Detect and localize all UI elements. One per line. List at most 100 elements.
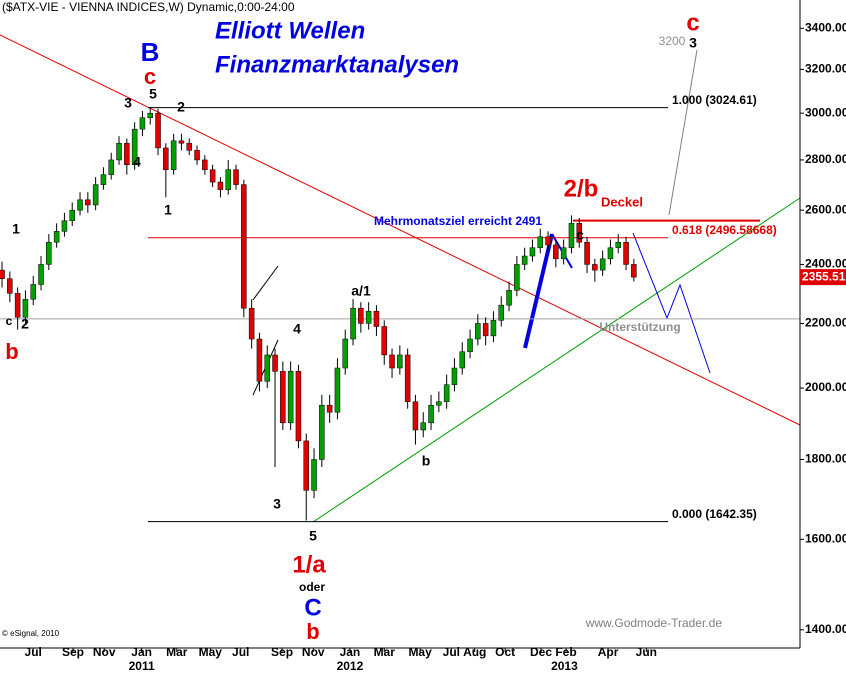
x-tick-label: Sep bbox=[271, 645, 293, 659]
copyright: © eSignal, 2010 bbox=[2, 629, 60, 638]
wave-label: 1 bbox=[164, 202, 172, 218]
candle-body bbox=[194, 150, 200, 161]
candle-body bbox=[209, 169, 216, 183]
x-tick-label: May bbox=[408, 645, 432, 659]
wave-label: 2 bbox=[21, 316, 29, 332]
candle-body bbox=[0, 269, 5, 279]
candle-body bbox=[170, 140, 177, 170]
wave-line bbox=[523, 233, 554, 349]
wave-label: 3 bbox=[273, 496, 281, 512]
candle-body bbox=[217, 181, 224, 190]
candle-body bbox=[490, 320, 497, 337]
x-tick-label: Jun bbox=[636, 645, 657, 659]
candle-body bbox=[342, 338, 348, 369]
candle-body bbox=[334, 367, 341, 413]
x-tick-label: Mar bbox=[374, 645, 396, 659]
candle-body bbox=[420, 422, 426, 431]
candle-body bbox=[124, 142, 130, 166]
candle-body bbox=[256, 338, 263, 382]
candle-body bbox=[280, 371, 286, 424]
y-tick-label: 2000.00 bbox=[805, 380, 846, 394]
candle-body bbox=[326, 404, 333, 413]
candle-body bbox=[506, 290, 512, 306]
chart-title: ($ATX-VIE - VIENNA INDICES,W) Dynamic,0:… bbox=[2, 0, 295, 14]
candle-body bbox=[264, 354, 270, 382]
wave-label: c bbox=[686, 9, 699, 36]
wave-label: b bbox=[422, 453, 431, 469]
candle-body bbox=[186, 142, 192, 151]
candle-body bbox=[537, 236, 543, 248]
candle-body bbox=[607, 247, 614, 260]
level-label: 0.000 (1642.35) bbox=[672, 507, 757, 521]
wave-label: a/1 bbox=[351, 283, 371, 299]
x-tick-label: Jan bbox=[340, 645, 361, 659]
wave-label: c bbox=[576, 227, 584, 243]
candle-body bbox=[139, 117, 146, 130]
year-label: 2012 bbox=[337, 659, 364, 673]
candle-body bbox=[459, 351, 465, 369]
candle-body bbox=[436, 401, 442, 406]
wave-label: 1/a bbox=[292, 551, 326, 578]
subtitle: Finanzmarktanalysen bbox=[215, 51, 459, 78]
y-tick-label: 3000.00 bbox=[805, 105, 846, 119]
annotation: Mehrmonatsziel erreicht 2491 bbox=[374, 214, 542, 228]
last-value-box bbox=[800, 269, 846, 286]
candle-body bbox=[381, 326, 387, 356]
candle-body bbox=[311, 459, 317, 491]
wave-label: 5 bbox=[309, 528, 317, 544]
x-tick-label: Jan bbox=[131, 645, 152, 659]
candle-body bbox=[163, 147, 169, 170]
candle-body bbox=[14, 293, 21, 318]
x-tick-label: Jul bbox=[25, 645, 42, 659]
candle-body bbox=[77, 199, 83, 211]
candle-body bbox=[287, 371, 294, 424]
candle-body bbox=[155, 112, 161, 149]
y-tick-label: 3200.00 bbox=[805, 62, 846, 76]
annotation: Unterstützung bbox=[599, 320, 680, 334]
candle-body bbox=[30, 284, 36, 300]
x-tick-label: Aug bbox=[463, 645, 486, 659]
candle-body bbox=[514, 264, 520, 291]
candle-body bbox=[529, 247, 536, 257]
wave-label: b bbox=[5, 339, 18, 364]
candle-body bbox=[584, 241, 590, 265]
candle-body bbox=[365, 310, 372, 324]
candle-body bbox=[599, 258, 606, 271]
candle-body bbox=[553, 244, 559, 260]
source: www.Godmode-Trader.de bbox=[585, 616, 723, 630]
candle-body bbox=[482, 323, 489, 337]
candle-body bbox=[389, 354, 395, 369]
last-value-label: 2355.51 bbox=[802, 269, 846, 283]
year-label: 2013 bbox=[551, 659, 578, 673]
y-tick-label: 1400.00 bbox=[805, 622, 846, 636]
candle-body bbox=[69, 209, 75, 221]
wave-label: 4 bbox=[293, 321, 301, 337]
wave-label: 2 bbox=[177, 99, 185, 115]
candle-body bbox=[521, 255, 528, 265]
x-tick-label: Nov bbox=[302, 645, 325, 659]
x-tick-label: Sep bbox=[62, 645, 84, 659]
wave-label: B bbox=[141, 37, 160, 67]
wave-label: Deckel bbox=[601, 194, 643, 209]
y-tick-label: 2600.00 bbox=[805, 202, 846, 216]
candle-body bbox=[475, 323, 481, 340]
y-tick-label: 2200.00 bbox=[805, 316, 846, 330]
candle-body bbox=[241, 184, 247, 309]
candle-body bbox=[467, 338, 473, 352]
wave-label: 3 bbox=[124, 95, 132, 111]
candle-body bbox=[358, 307, 364, 324]
annotation: 3200 bbox=[659, 34, 686, 48]
wave-label: oder bbox=[299, 580, 325, 594]
trend-line bbox=[312, 197, 801, 523]
y-tick-label: 1800.00 bbox=[805, 452, 846, 466]
projection-line bbox=[632, 232, 711, 374]
candle-body bbox=[498, 304, 504, 321]
wave-label: 3 bbox=[689, 35, 697, 51]
candle-body bbox=[443, 384, 450, 402]
candle-body bbox=[46, 241, 52, 265]
x-tick-label: Oct bbox=[495, 645, 515, 659]
candle-body bbox=[451, 367, 458, 385]
candle-body bbox=[350, 307, 356, 340]
wave-label: C bbox=[304, 594, 321, 621]
